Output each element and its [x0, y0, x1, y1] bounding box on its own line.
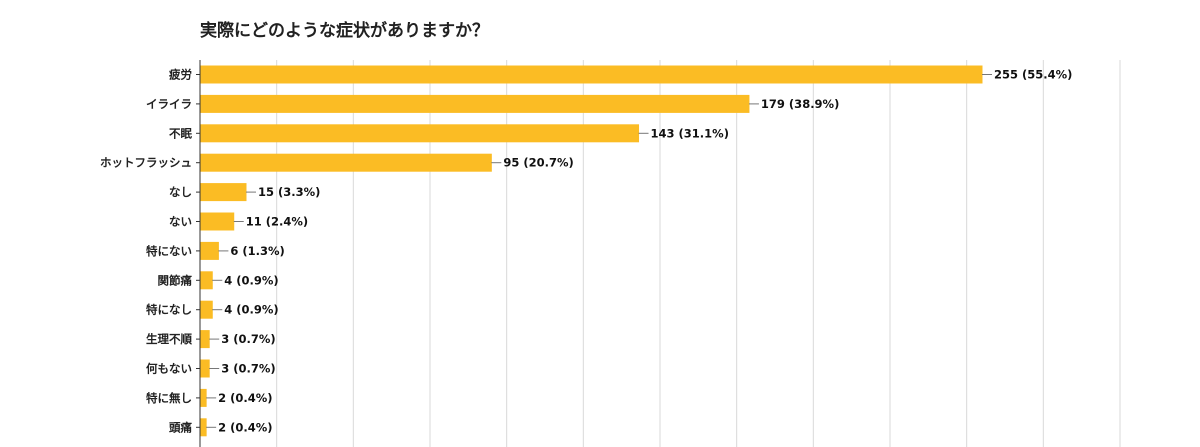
bar [200, 418, 207, 437]
category-label: イライラ [146, 97, 192, 111]
bar [200, 212, 235, 231]
labels: 疲労 255 (55.4%) イライラ 179 (38.9%) 不眠 143 (31.1%… [100, 68, 1072, 435]
data-label: 179 (38.9%) [761, 97, 839, 111]
gridlines [276, 60, 1121, 447]
data-label: 3 (0.7%) [221, 332, 275, 346]
category-label: なし [169, 185, 192, 199]
bar [200, 300, 213, 319]
category-label: 何もない [146, 362, 192, 376]
bar [200, 241, 219, 260]
category-label: 生理不順 [146, 332, 192, 346]
data-label: 4 (0.9%) [224, 303, 278, 317]
bar [200, 124, 640, 143]
bar [200, 94, 750, 113]
bars [200, 65, 983, 437]
data-label: 2 (0.4%) [218, 391, 272, 405]
data-label: 15 (3.3%) [258, 185, 320, 199]
data-label: 95 (20.7%) [503, 156, 573, 170]
bar [200, 183, 247, 202]
category-label: ない [169, 215, 192, 229]
category-label: 頭痛 [169, 420, 192, 434]
category-label: 不眠 [169, 126, 192, 140]
category-label: 関節痛 [158, 273, 193, 287]
category-label: ホットフラッシュ [100, 156, 192, 170]
data-label: 143 (31.1%) [651, 126, 729, 140]
data-label: 4 (0.9%) [224, 273, 278, 287]
category-label: 特に無し [146, 391, 192, 405]
bar [200, 153, 492, 172]
data-label: 11 (2.4%) [246, 215, 308, 229]
bar [200, 359, 210, 378]
bar [200, 65, 983, 84]
data-label: 6 (1.3%) [230, 244, 284, 258]
category-label: 特にない [146, 244, 192, 258]
bar [200, 330, 210, 349]
bar [200, 271, 213, 290]
category-label: 特になし [146, 303, 192, 317]
category-label: 疲労 [169, 68, 192, 82]
data-label: 2 (0.4%) [218, 420, 272, 434]
chart-title: 実際にどのような症状がありますか？ [200, 21, 489, 41]
bar [200, 388, 207, 407]
data-label: 3 (0.7%) [221, 362, 275, 376]
data-label: 255 (55.4%) [994, 68, 1072, 82]
